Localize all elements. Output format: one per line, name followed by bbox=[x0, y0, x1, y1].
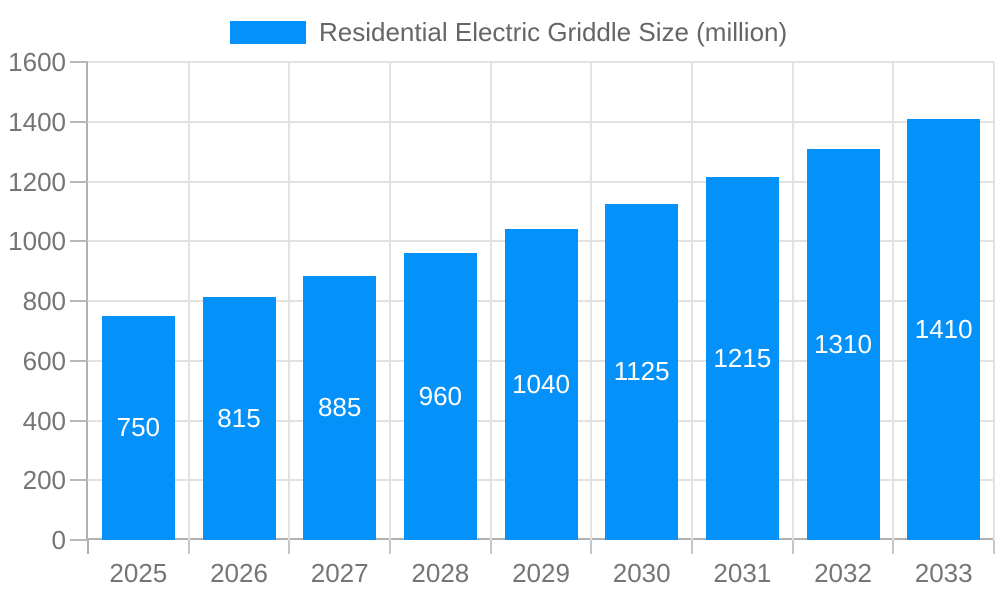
gridline-v bbox=[187, 62, 190, 540]
x-tick bbox=[87, 540, 89, 554]
x-tick-label: 2029 bbox=[512, 558, 570, 588]
bar-value-label: 1125 bbox=[613, 356, 670, 387]
y-tick bbox=[70, 300, 88, 302]
bar-value-label: 750 bbox=[116, 412, 161, 443]
gridline-v bbox=[389, 62, 391, 540]
x-tick bbox=[389, 540, 391, 554]
y-tick bbox=[70, 479, 88, 482]
bar-2028: 960 bbox=[403, 253, 477, 540]
gridline-v bbox=[892, 62, 895, 540]
y-tick-label: 1600 bbox=[8, 47, 66, 77]
gridline-h bbox=[88, 61, 994, 63]
bar-2030: 1125 bbox=[605, 203, 679, 540]
bar-2031: 1215 bbox=[705, 177, 779, 540]
y-tick-label: 1200 bbox=[8, 166, 66, 197]
y-tick bbox=[70, 120, 88, 123]
x-tick bbox=[691, 540, 693, 554]
gridline-v bbox=[489, 62, 492, 540]
x-tick bbox=[791, 540, 794, 554]
x-tick-label: 2027 bbox=[310, 558, 369, 588]
gridline-h bbox=[88, 120, 994, 123]
bar-2026: 815 bbox=[202, 296, 276, 540]
bar-value-label: 1040 bbox=[512, 369, 570, 400]
y-tick-label: 800 bbox=[22, 286, 66, 316]
bar-value-label: 815 bbox=[217, 402, 261, 433]
gridline-v bbox=[288, 62, 291, 540]
bar-value-label: 1410 bbox=[914, 313, 973, 344]
y-tick bbox=[70, 180, 88, 183]
y-tick-label: 200 bbox=[22, 465, 66, 496]
x-tick-label: 2025 bbox=[109, 558, 168, 588]
y-tick bbox=[70, 539, 88, 541]
gridline-v bbox=[791, 62, 794, 540]
x-tick-label: 2032 bbox=[814, 558, 872, 588]
bar-2027: 885 bbox=[303, 275, 377, 540]
x-tick-label: 2031 bbox=[713, 558, 772, 588]
bar-2029: 1040 bbox=[504, 229, 578, 540]
x-tick bbox=[590, 540, 593, 554]
y-tick-label: 1000 bbox=[8, 226, 66, 257]
bar-value-label: 960 bbox=[418, 381, 463, 412]
plot-area: 750 815 885 960 1040 1125 1215 1310 1410 bbox=[88, 61, 995, 540]
y-tick-label: 400 bbox=[22, 405, 66, 436]
x-tick bbox=[993, 540, 995, 554]
legend-label: Residential Electric Griddle Size (milli… bbox=[319, 17, 788, 47]
y-tick bbox=[70, 359, 88, 362]
bar-2032: 1310 bbox=[806, 148, 880, 540]
y-tick bbox=[70, 419, 88, 422]
bar-value-label: 1310 bbox=[814, 328, 872, 359]
x-tick bbox=[892, 540, 895, 554]
gridline-v bbox=[993, 62, 995, 540]
legend-swatch bbox=[230, 21, 306, 44]
y-tick-label: 1400 bbox=[8, 106, 66, 137]
gridline-v bbox=[590, 62, 593, 540]
gridline-v bbox=[691, 62, 693, 540]
bar-value-label: 1215 bbox=[713, 343, 772, 374]
x-tick bbox=[187, 540, 190, 554]
y-tick-label: 600 bbox=[22, 345, 66, 376]
y-tick bbox=[70, 240, 88, 243]
x-tick-label: 2033 bbox=[914, 558, 973, 588]
gridline-h bbox=[88, 180, 994, 183]
y-tick bbox=[70, 61, 88, 63]
bar-2025: 750 bbox=[101, 315, 175, 540]
x-tick-label: 2028 bbox=[411, 558, 470, 588]
x-tick-label: 2026 bbox=[210, 558, 268, 588]
x-tick-label: 2030 bbox=[612, 558, 671, 588]
x-tick bbox=[489, 540, 492, 554]
bar-value-label: 885 bbox=[317, 392, 362, 423]
y-tick-label: 0 bbox=[51, 525, 66, 555]
bar-2033: 1410 bbox=[907, 118, 981, 540]
x-tick bbox=[288, 540, 291, 554]
legend-item[interactable]: Residential Electric Griddle Size (milli… bbox=[230, 17, 787, 48]
